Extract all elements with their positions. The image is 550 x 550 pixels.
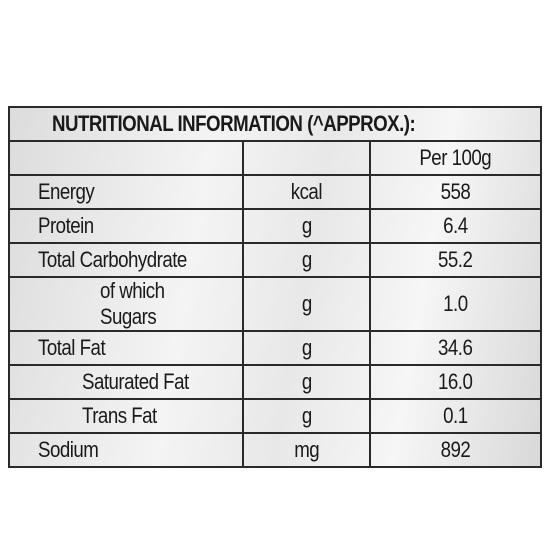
- nutrient-name: Energy: [38, 179, 95, 204]
- table-cell: mg: [242, 432, 371, 468]
- title-row: NUTRITIONAL INFORMATION (^APPROX.):: [8, 106, 542, 142]
- table-cell: Trans Fat: [7, 398, 245, 434]
- table-cell: 6.4: [368, 208, 543, 244]
- unit: mg: [294, 437, 320, 462]
- table-cell: g: [242, 276, 371, 332]
- table-row: Saturated Fat g 16.0: [7, 364, 543, 400]
- title: NUTRITIONAL INFORMATION (^APPROX.):: [52, 111, 416, 136]
- table-cell: Energy: [7, 174, 245, 210]
- table-cell: g: [242, 364, 371, 400]
- table-cell: of which Sugars: [7, 276, 245, 332]
- nutrient-name: Trans Fat: [82, 403, 157, 428]
- title-cell: NUTRITIONAL INFORMATION (^APPROX.):: [8, 106, 542, 142]
- nutrient-name: Saturated Fat: [82, 369, 189, 394]
- unit: g: [301, 403, 312, 428]
- header-per: Per 100g: [419, 145, 492, 170]
- amount: 892: [440, 437, 471, 462]
- unit: kcal: [291, 179, 323, 204]
- table-cell: Protein: [7, 208, 245, 244]
- nutrition-panel: NUTRITIONAL INFORMATION (^APPROX.): Per …: [7, 106, 543, 468]
- table-body: Energy kcal 558 Protein g 6.4 Total Carbohydra…: [7, 174, 543, 468]
- amount: 55.2: [438, 247, 473, 272]
- table-cell: 558: [368, 174, 543, 210]
- amount: 6.4: [443, 213, 468, 238]
- nutrient-name: Total Carbohydrate: [38, 247, 187, 272]
- table-cell: Saturated Fat: [7, 364, 245, 400]
- table-cell: Total Fat: [7, 330, 245, 366]
- amount: 0.1: [443, 403, 468, 428]
- unit: g: [301, 291, 312, 316]
- table-cell: kcal: [242, 174, 371, 210]
- table-cell: Total Carbohydrate: [7, 242, 245, 278]
- header-cell: [7, 140, 245, 176]
- table-cell: 34.6: [368, 330, 543, 366]
- table-cell: 55.2: [368, 242, 543, 278]
- table-row: Total Fat g 34.6: [7, 330, 543, 366]
- table-cell: 1.0: [368, 276, 543, 332]
- table-row: Protein g 6.4: [7, 208, 543, 244]
- header-cell: [242, 140, 371, 176]
- table-row: Energy kcal 558: [7, 174, 543, 210]
- table-row: Sodium mg 892: [7, 432, 543, 468]
- table-cell: 892: [368, 432, 543, 468]
- table-row: Trans Fat g 0.1: [7, 398, 543, 434]
- header-row: Per 100g: [7, 140, 543, 176]
- amount: 1.0: [443, 291, 468, 316]
- nutrient-name: of which Sugars: [100, 278, 165, 329]
- amount: 558: [440, 179, 471, 204]
- header-cell: Per 100g: [368, 140, 543, 176]
- table-cell: g: [242, 398, 371, 434]
- unit: g: [301, 335, 312, 360]
- nutrient-name: Protein: [38, 213, 94, 238]
- unit: g: [301, 213, 312, 238]
- unit: g: [301, 369, 312, 394]
- table-cell: 0.1: [368, 398, 543, 434]
- table-cell: 16.0: [368, 364, 543, 400]
- unit: g: [301, 247, 312, 272]
- table-row: Total Carbohydrate g 55.2: [7, 242, 543, 278]
- table-cell: g: [242, 242, 371, 278]
- nutrient-name: Total Fat: [38, 335, 106, 360]
- table-row: of which Sugars g 1.0: [7, 276, 543, 332]
- nutrient-name: Sodium: [38, 437, 99, 462]
- nutrition-table: NUTRITIONAL INFORMATION (^APPROX.): Per …: [7, 106, 543, 468]
- amount: 16.0: [438, 369, 473, 394]
- table-cell: Sodium: [7, 432, 245, 468]
- amount: 34.6: [438, 335, 473, 360]
- table-cell: g: [242, 330, 371, 366]
- table-cell: g: [242, 208, 371, 244]
